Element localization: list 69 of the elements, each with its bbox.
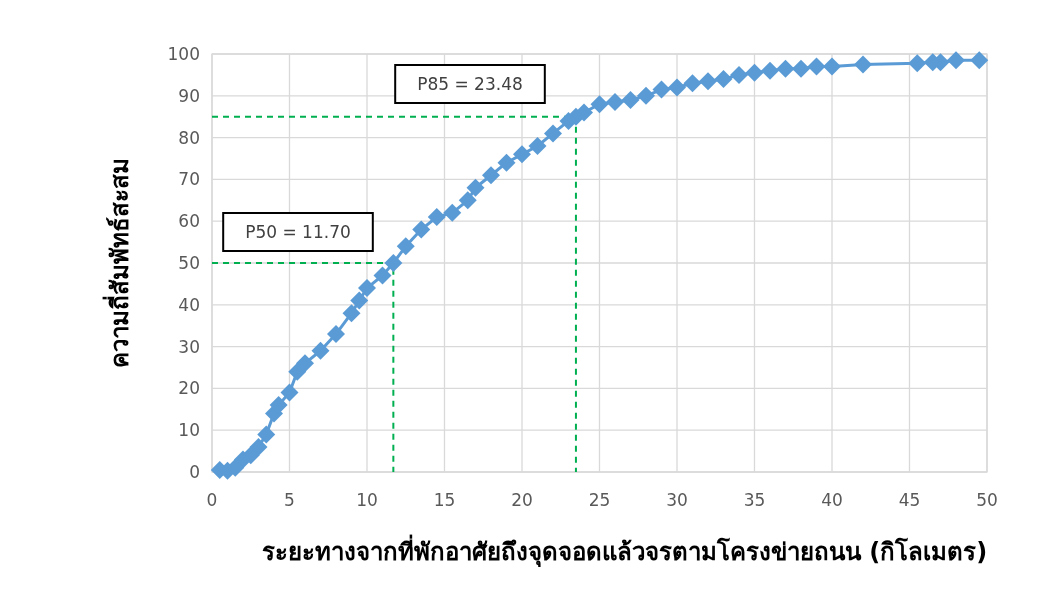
point (384, 254, 403, 272)
y-axis-title: ความถี่สัมพัทธ์สะสม (102, 158, 134, 368)
x-tick-label: 50 (976, 490, 998, 510)
point (854, 55, 872, 74)
point (513, 145, 531, 164)
point (350, 291, 369, 310)
point (327, 325, 345, 344)
point (947, 51, 965, 70)
x-tick-label: 15 (433, 490, 456, 510)
point (668, 78, 686, 97)
y-tick-label: 20 (178, 378, 200, 399)
point (745, 63, 764, 82)
y-tick-label: 40 (178, 294, 200, 315)
x-tick-label: 45 (898, 490, 921, 510)
point (296, 354, 314, 373)
point (606, 93, 624, 112)
point (249, 437, 268, 456)
point (544, 124, 562, 143)
x-tick-label: 30 (666, 490, 688, 510)
point (412, 220, 431, 239)
y-tick-label: 60 (178, 211, 200, 232)
point (280, 383, 299, 402)
y-tick-label: 80 (178, 127, 200, 148)
point (373, 266, 392, 285)
point (970, 51, 989, 70)
point (466, 178, 485, 197)
y-tick-label: 70 (178, 169, 200, 190)
point (637, 86, 655, 105)
point (908, 54, 927, 73)
point (358, 279, 376, 298)
point (575, 103, 593, 122)
x-tick-label: 35 (743, 490, 766, 510)
point (528, 136, 547, 155)
point (792, 59, 810, 78)
point (590, 95, 609, 114)
annotation: P85 = 23.48 (417, 74, 523, 94)
x-axis-title: ระยะทางจากที่พักอาศัยถึงจุดจอดแล้วจรตามโครงข่ายถนน (กิโลเมตร) (261, 534, 988, 568)
point (823, 57, 841, 76)
point (482, 166, 500, 185)
y-tick-label: 90 (178, 85, 200, 106)
point (761, 61, 779, 80)
x-tick-label: 10 (356, 490, 378, 510)
point (652, 80, 671, 99)
y-tick-label: 30 (178, 336, 200, 357)
point (311, 341, 330, 360)
point (257, 425, 276, 444)
point (497, 153, 516, 172)
point (396, 237, 415, 256)
y-tick-label: 100 (167, 44, 200, 64)
y-tick-label: 10 (178, 420, 200, 441)
x-tick-label: 5 (284, 490, 295, 510)
point (776, 59, 795, 78)
x-tick-label: 0 (206, 490, 218, 510)
point (458, 191, 477, 210)
point (683, 74, 702, 93)
y-tick-label: 0 (189, 462, 200, 482)
point (807, 57, 826, 76)
point (427, 208, 446, 227)
annotation: P50 = 11.70 (245, 222, 351, 242)
point (714, 70, 733, 89)
point (730, 65, 748, 84)
x-tick-label: 20 (511, 490, 533, 510)
x-tick-label: 25 (588, 490, 611, 510)
point (621, 90, 640, 109)
point (699, 72, 717, 91)
y-tick-label: 50 (178, 253, 200, 273)
x-tick-label: 40 (821, 490, 843, 510)
point (342, 304, 361, 323)
point (443, 203, 462, 222)
